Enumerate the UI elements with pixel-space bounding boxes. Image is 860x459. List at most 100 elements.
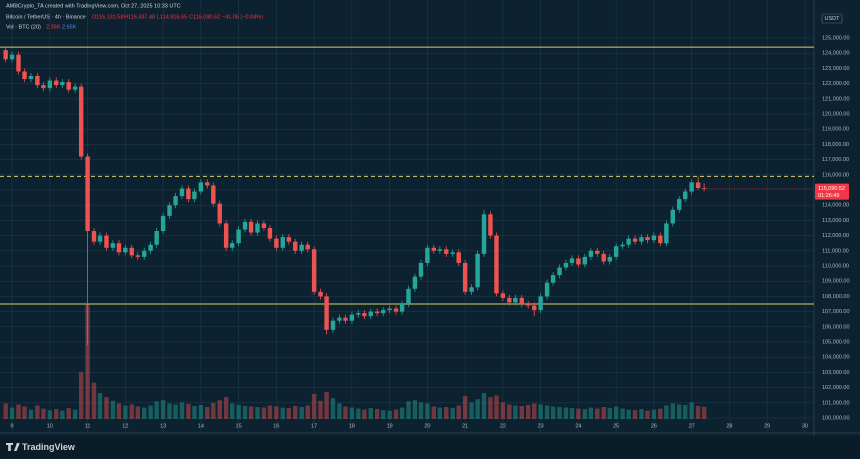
y-tick-label: 103,000.00 <box>822 370 850 376</box>
candle-body <box>569 258 575 263</box>
volume-bar <box>588 407 594 419</box>
y-tick-label: 108,000.00 <box>822 294 850 300</box>
volume-bar <box>475 399 480 419</box>
volume-bar <box>425 403 430 419</box>
volume-bar <box>343 406 348 419</box>
grid <box>0 0 814 433</box>
y-tick-label: 122,000.00 <box>822 81 850 87</box>
candle-body <box>576 258 581 265</box>
volume-bar <box>66 408 71 419</box>
candle-body <box>356 313 361 315</box>
candle-body <box>538 296 543 311</box>
brand-logo <box>6 443 20 451</box>
candle-body <box>620 244 625 247</box>
x-tick-label: 29 <box>764 423 770 429</box>
volume-bar <box>469 402 474 419</box>
volume-bar <box>54 409 59 419</box>
y-tick-label: 102,000.00 <box>822 385 850 391</box>
x-tick-label: 12 <box>122 423 128 429</box>
x-tick-label: 19 <box>387 423 393 429</box>
volume-bar <box>658 408 663 419</box>
y-tick-label: 123,000.00 <box>822 66 850 72</box>
candle-body <box>557 267 562 276</box>
candle-body <box>513 297 518 303</box>
candle-body <box>267 227 273 239</box>
candle-body <box>507 297 512 303</box>
candle-body <box>192 191 197 200</box>
volume-bar <box>223 397 229 419</box>
y-tick-label: 107,000.00 <box>822 309 850 315</box>
volume-bar <box>311 394 317 419</box>
candle-body <box>72 86 78 90</box>
candle-body <box>330 320 336 330</box>
y-tick-label: 119,000.00 <box>822 127 849 133</box>
x-tick-label: 10 <box>47 423 53 429</box>
volume-bar <box>437 407 443 419</box>
y-tick-label: 106,000.00 <box>822 324 850 330</box>
currency[interactable]: USDT <box>825 16 841 22</box>
volume-bar <box>481 393 487 419</box>
volume-bar <box>532 403 537 419</box>
volume-bar <box>104 397 109 419</box>
volume-bar <box>267 405 273 419</box>
volume-bar <box>519 406 524 419</box>
volume-bar <box>626 409 631 419</box>
ohlc-change: −41.06 (−0.04%) <box>222 14 263 20</box>
candle-body <box>311 249 317 292</box>
candle-body <box>35 75 40 86</box>
candle-body <box>9 54 15 60</box>
volume-bar <box>186 403 191 419</box>
candle-body <box>324 296 329 330</box>
candle-body <box>97 235 103 242</box>
candle-body <box>500 293 506 298</box>
volume-bar <box>248 406 254 419</box>
volume-bar <box>167 403 172 419</box>
volume-bar <box>670 403 675 419</box>
x-tick-label: 16 <box>273 423 279 429</box>
x-tick-label: 17 <box>311 423 317 429</box>
candle-body <box>481 214 487 254</box>
volume-bar <box>613 406 619 419</box>
volume-bar <box>305 405 310 419</box>
volume-bar <box>494 395 499 419</box>
candle-body <box>532 305 537 311</box>
volume-bar <box>60 410 65 419</box>
candle-body <box>110 243 116 248</box>
volume-bar <box>192 406 197 419</box>
x-tick-label: 23 <box>538 423 544 429</box>
candle-body <box>406 288 411 304</box>
candle-body <box>167 205 172 216</box>
candle-body <box>431 247 437 251</box>
volume-bar <box>544 405 550 419</box>
volume-bar <box>387 410 392 419</box>
candle-body <box>437 249 443 251</box>
volume-bar <box>399 407 405 419</box>
volume-bar <box>677 404 682 419</box>
candle-body <box>374 311 380 314</box>
y-tick-label: 105,000.00 <box>822 339 850 345</box>
candle-body <box>399 303 405 312</box>
volume-bar <box>97 393 103 419</box>
x-tick-label: 9 <box>11 423 14 429</box>
y-tick-label: 118,000.00 <box>822 142 849 148</box>
candle-body <box>179 188 185 197</box>
volume-bar <box>3 403 8 419</box>
countdown: 01:26:49 <box>818 193 839 199</box>
volume-bar <box>507 404 512 419</box>
logo-icon <box>6 443 20 451</box>
y-tick-label: 100,000.00 <box>822 415 850 421</box>
volume-bar <box>135 406 141 419</box>
symbol: Bitcoin / TetherUS · 4h · Binance <box>6 14 86 20</box>
ohlc-low: L114,916.65 <box>157 14 187 20</box>
y-tick-label: 113,000.00 <box>822 218 849 224</box>
candle-body <box>305 244 310 250</box>
candle-body <box>418 262 424 277</box>
x-tick-label: 22 <box>500 423 506 429</box>
currency-box[interactable] <box>821 13 843 24</box>
x-tick-label: 15 <box>236 423 242 429</box>
volume-bar <box>72 409 78 419</box>
volume-bar <box>173 404 178 419</box>
candle-body <box>123 247 128 253</box>
